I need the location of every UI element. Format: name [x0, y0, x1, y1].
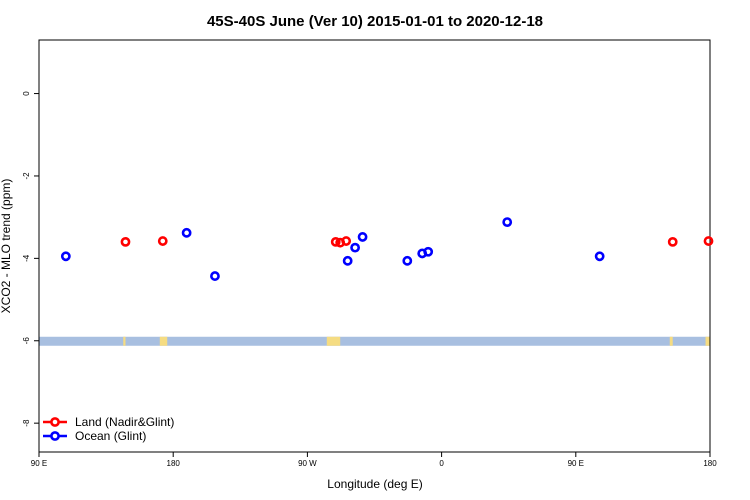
x-tick-label: 180 — [703, 459, 717, 468]
ocean-point — [342, 255, 353, 266]
legend-land-marker — [50, 417, 60, 427]
legend: Land (Nadir&Glint)Ocean (Glint) — [43, 415, 174, 443]
land-point — [703, 236, 714, 246]
y-tick-label: -2 — [22, 172, 31, 180]
land-point — [330, 236, 341, 247]
land-point — [667, 236, 678, 247]
y-tick-label: -8 — [22, 419, 31, 427]
land-point — [120, 236, 131, 247]
legend-ocean-marker — [50, 431, 60, 441]
ocean-point — [60, 251, 71, 262]
legend-ocean-label: Ocean (Glint) — [75, 429, 146, 443]
ocean-point — [402, 255, 413, 266]
ocean-strip — [39, 336, 710, 346]
x-tick-label: 90 E — [568, 459, 584, 468]
land-point — [341, 236, 352, 246]
chart-title: 45S-40S June (Ver 10) 2015-01-01 to 2020… — [207, 13, 543, 30]
ocean-point — [502, 217, 513, 228]
x-axis-label: Longitude (deg E) — [327, 477, 422, 491]
ocean-point — [350, 242, 361, 253]
plot-area — [38, 39, 711, 453]
ocean-point — [181, 227, 192, 238]
land-sea-strip — [39, 336, 710, 346]
ocean-point — [423, 246, 434, 257]
x-tick-label: 90 W — [298, 459, 317, 468]
land-point — [157, 236, 168, 246]
land-segment — [669, 336, 673, 346]
y-tick-label: -4 — [22, 254, 31, 262]
y-axis-label: XCO2 - MLO trend (ppm) — [0, 179, 13, 314]
x-tick-label: 180 — [167, 459, 181, 468]
x-tick-label: 0 — [439, 459, 444, 468]
x-tick-label: 90 E — [31, 459, 47, 468]
x-axis: 90 E 180 90 W 0 90 E 180 — [31, 452, 717, 468]
land-segment — [123, 336, 126, 346]
y-axis: 0 -2 -4 -6 -8 — [22, 91, 39, 427]
y-tick-label: 0 — [22, 91, 31, 96]
land-segment — [705, 336, 710, 346]
land-segment — [326, 336, 341, 346]
ocean-point — [357, 232, 368, 242]
ocean-point — [210, 271, 220, 281]
data-points — [60, 217, 714, 281]
y-tick-label: -6 — [22, 337, 31, 345]
land-segment — [159, 336, 168, 346]
ocean-point — [594, 251, 605, 262]
legend-land-label: Land (Nadir&Glint) — [75, 415, 174, 429]
